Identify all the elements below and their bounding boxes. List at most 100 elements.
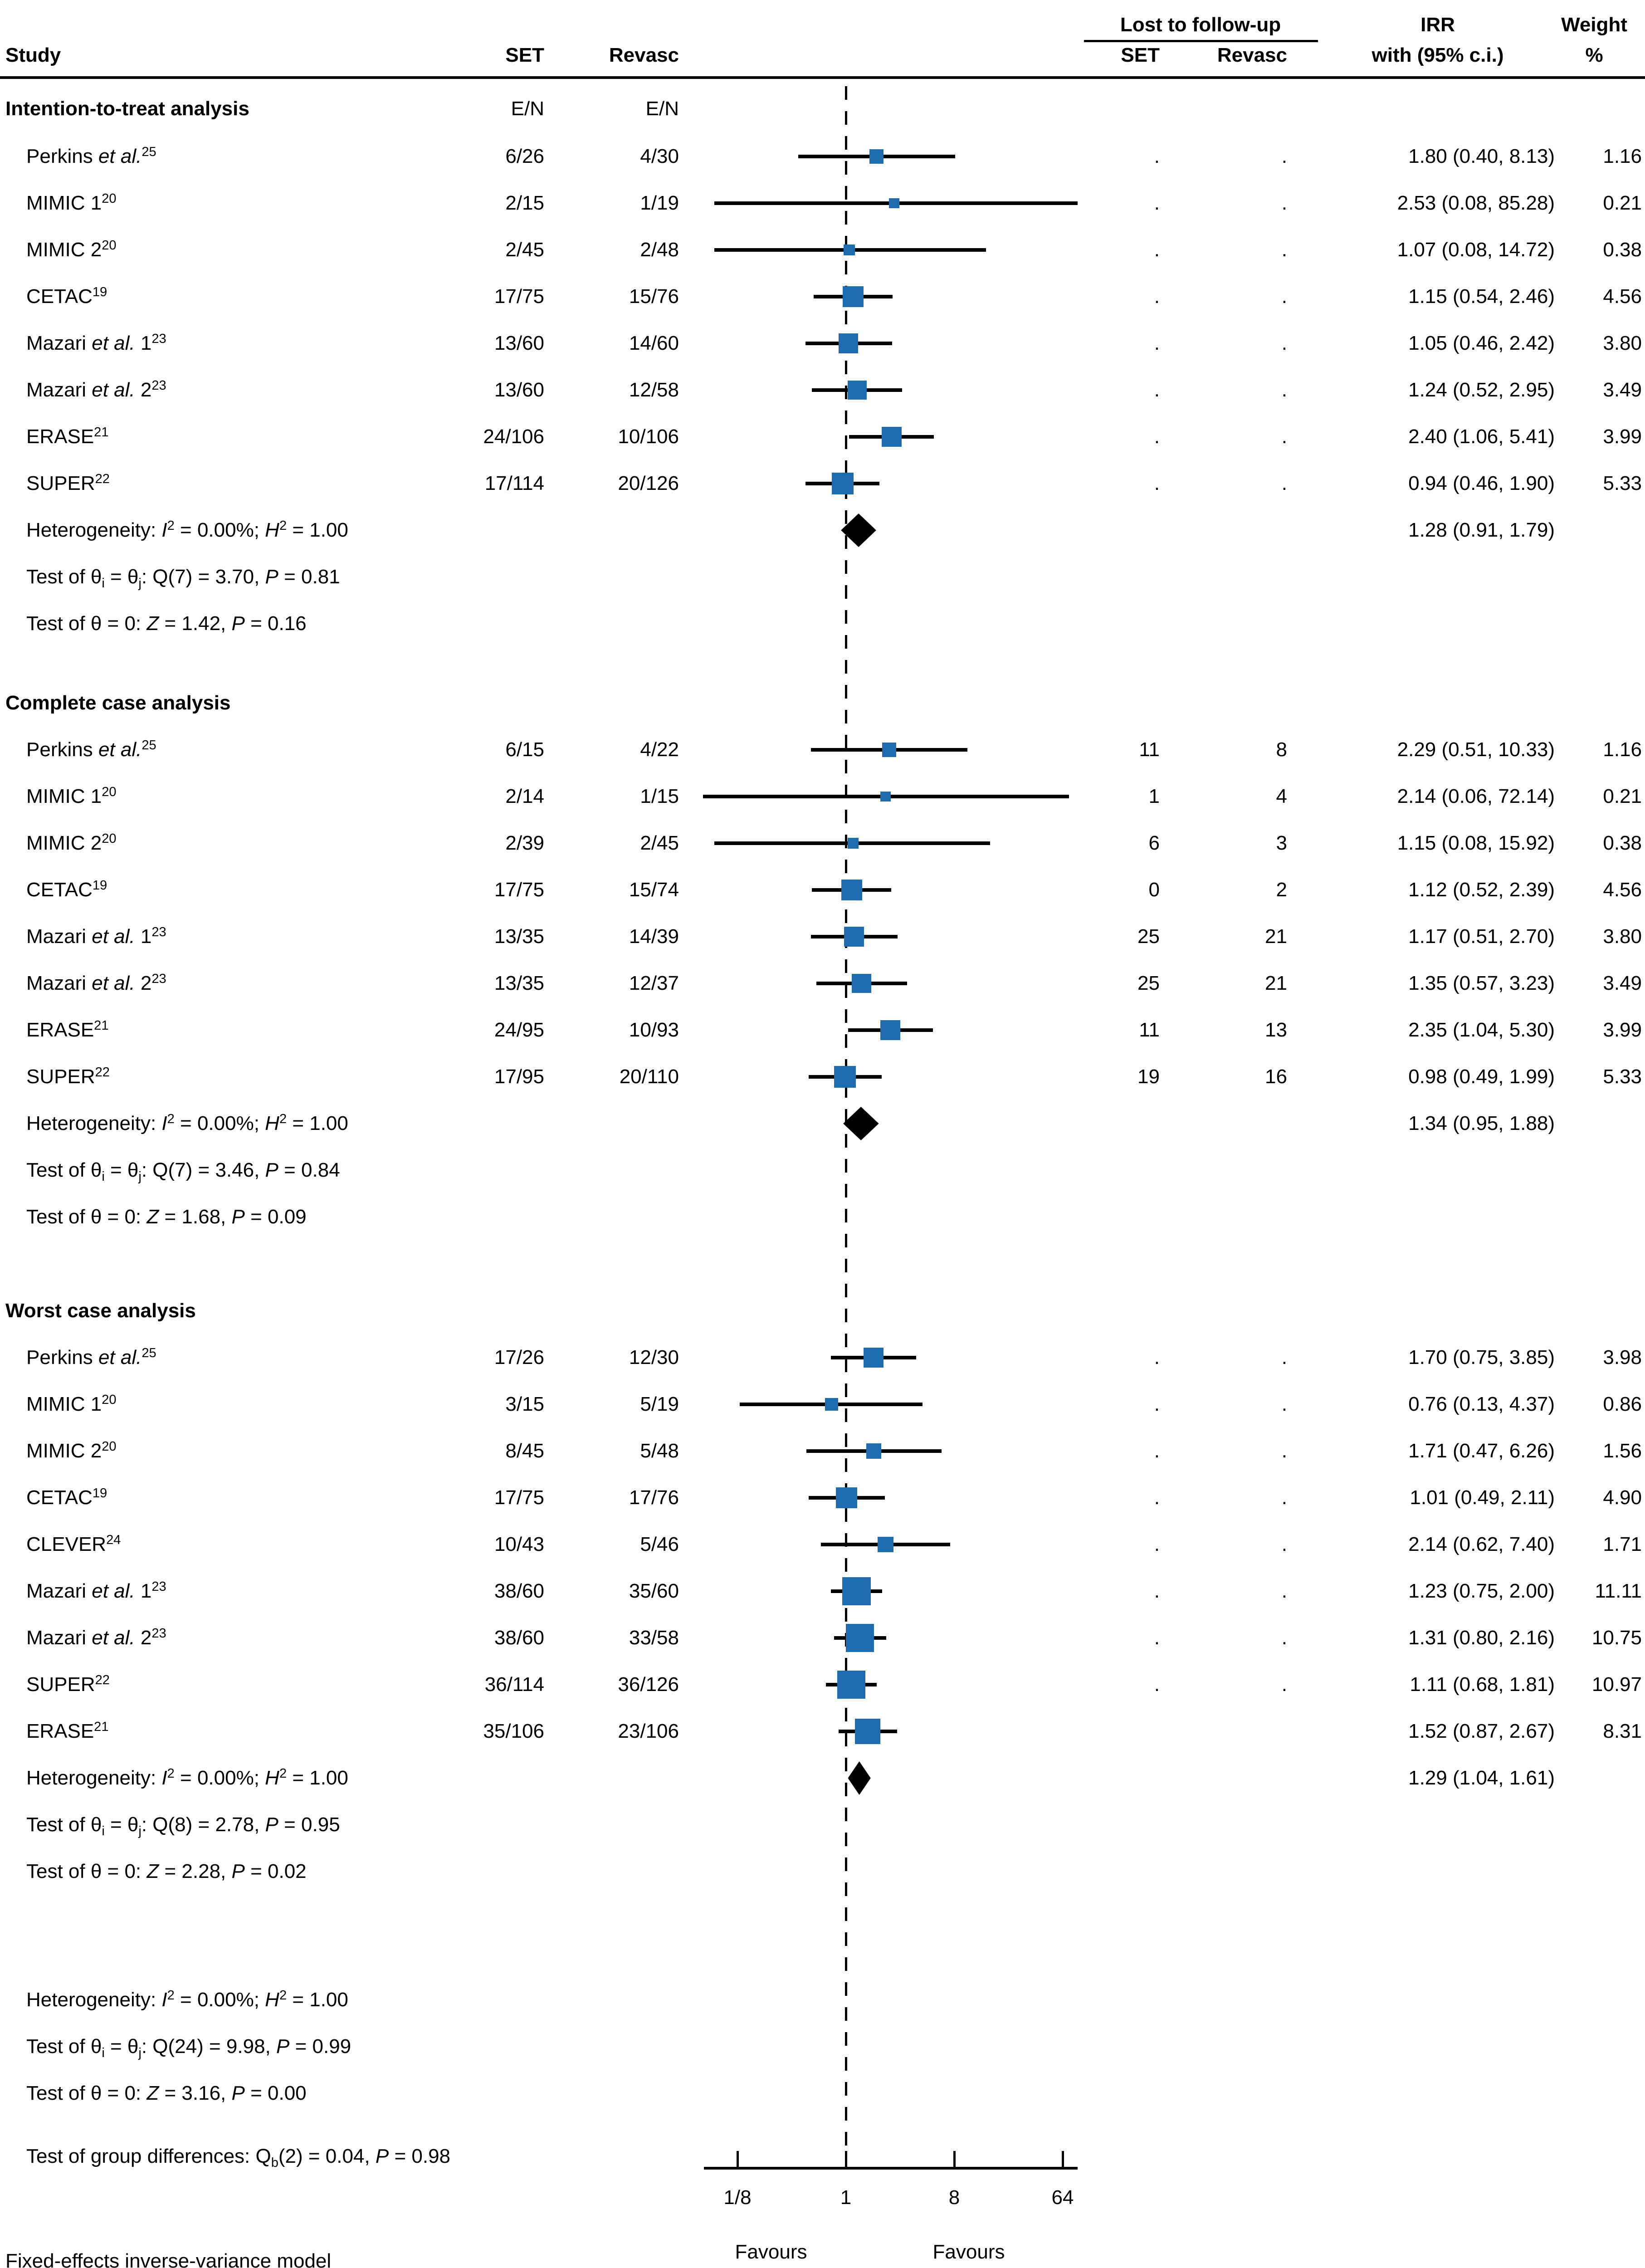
- study-label: ERASE21: [26, 425, 109, 448]
- ltfu-revasc-value: 4: [1276, 785, 1287, 807]
- section-title: Complete case analysis: [5, 692, 231, 714]
- study-label: MIMIC 220: [26, 831, 117, 854]
- ltfu-revasc-value: .: [1281, 1673, 1287, 1696]
- study-label: ERASE21: [26, 1018, 109, 1041]
- study-label: SUPER22: [26, 472, 110, 494]
- ltfu-set-value: 25: [1137, 972, 1160, 994]
- set-events: 13/35: [494, 972, 544, 994]
- column-header-ltfu-set: SET: [1121, 44, 1160, 66]
- ltfu-revasc-value: .: [1281, 1486, 1287, 1509]
- irr-ci-value: 2.53 (0.08, 85.28): [1397, 192, 1555, 214]
- irr-ci-value: 1.24 (0.52, 2.95): [1408, 379, 1555, 401]
- weight-value: 1.56: [1603, 1440, 1642, 1462]
- ltfu-revasc-value: .: [1281, 1627, 1287, 1649]
- lost-to-follow-up-underline: [1084, 40, 1318, 42]
- column-header-set: SET: [505, 44, 544, 66]
- effect-marker: [841, 880, 862, 900]
- weight-value: 0.86: [1603, 1393, 1642, 1415]
- ltfu-revasc-value: .: [1281, 332, 1287, 354]
- study-label: Mazari et al. 123: [26, 332, 166, 354]
- revasc-events: 5/46: [640, 1533, 679, 1555]
- x-axis-tick-label: 64: [1051, 2186, 1074, 2209]
- set-events: 36/114: [484, 1673, 544, 1696]
- irr-ci-value: 1.07 (0.08, 14.72): [1397, 239, 1555, 261]
- weight-value: 4.56: [1603, 879, 1642, 901]
- revasc-events: 12/30: [629, 1346, 679, 1369]
- irr-ci-value: 0.94 (0.46, 1.90): [1408, 472, 1555, 494]
- effect-marker: [878, 1536, 893, 1553]
- column-header-revasc: Revasc: [609, 44, 679, 66]
- study-label: Mazari et al. 123: [26, 925, 166, 948]
- ltfu-set-value: 19: [1137, 1066, 1160, 1088]
- irr-ci-value: 1.31 (0.80, 2.16): [1408, 1627, 1555, 1649]
- test-of-theta-zero: Test of θ = 0: Z = 1.42, P = 0.16: [26, 612, 307, 635]
- weight-value: 11.11: [1595, 1580, 1642, 1602]
- revasc-events: 2/48: [640, 239, 679, 261]
- revasc-events: 36/126: [618, 1673, 679, 1696]
- x-axis-tick: [737, 2151, 739, 2168]
- study-label: CETAC19: [26, 1486, 107, 1509]
- set-events: 17/75: [494, 285, 544, 308]
- set-events: 38/60: [494, 1627, 544, 1649]
- irr-ci-value: 1.01 (0.49, 2.11): [1410, 1486, 1555, 1509]
- study-label: Perkins et al.25: [26, 738, 156, 761]
- set-events: 17/75: [494, 1486, 544, 1509]
- ltfu-set-value: .: [1154, 1346, 1160, 1369]
- set-events: 24/95: [494, 1019, 544, 1041]
- revasc-events: 1/15: [640, 785, 679, 807]
- ltfu-revasc-value: .: [1281, 379, 1287, 401]
- weight-value: 3.98: [1603, 1346, 1642, 1369]
- revasc-events: 20/126: [618, 472, 679, 494]
- ltfu-set-value: 0: [1148, 879, 1160, 901]
- weight-value: 10.97: [1591, 1673, 1642, 1696]
- irr-ci-value: 1.52 (0.87, 2.67): [1408, 1720, 1555, 1742]
- study-label: Mazari et al. 223: [26, 378, 166, 401]
- effect-marker: [880, 1020, 901, 1040]
- overall-test-of-theta-ij: Test of θi = θj: Q(24) = 9.98, P = 0.99: [26, 2035, 351, 2060]
- set-events: 2/45: [505, 239, 544, 261]
- revasc-events: 33/58: [629, 1627, 679, 1649]
- ltfu-revasc-value: .: [1281, 472, 1287, 494]
- set-events: 6/15: [505, 738, 544, 761]
- summary-irr-value: 1.28 (0.91, 1.79): [1408, 519, 1555, 541]
- favours-left-label: Favours: [735, 2241, 807, 2263]
- reference-line: [845, 86, 847, 2168]
- revasc-events: 1/19: [640, 192, 679, 214]
- irr-ci-value: 2.35 (1.04, 5.30): [1408, 1019, 1555, 1041]
- effect-marker: [854, 1718, 881, 1745]
- study-label: Perkins et al.25: [26, 145, 156, 167]
- irr-ci-value: 1.17 (0.51, 2.70): [1408, 925, 1555, 948]
- ltfu-revasc-value: .: [1281, 145, 1287, 167]
- ltfu-set-value: .: [1154, 379, 1160, 401]
- heterogeneity-note: Heterogeneity: I2 = 0.00%; H2 = 1.00: [26, 1766, 348, 1789]
- effect-marker: [844, 244, 855, 256]
- ltfu-revasc-value: .: [1281, 285, 1287, 308]
- ltfu-revasc-value: 3: [1276, 832, 1287, 854]
- model-note: Fixed-effects inverse-variance model: [5, 2250, 332, 2268]
- test-of-theta-ij: Test of θi = θj: Q(7) = 3.70, P = 0.81: [26, 566, 340, 591]
- revasc-events: 12/58: [629, 379, 679, 401]
- set-events: 38/60: [494, 1580, 544, 1602]
- revasc-events: 14/39: [629, 925, 679, 948]
- column-header-ltfu-revasc: Revasc: [1217, 44, 1287, 66]
- x-axis-tick: [845, 2151, 847, 2168]
- weight-value: 0.21: [1603, 192, 1642, 214]
- revasc-events: 5/19: [640, 1393, 679, 1415]
- effect-marker: [842, 1577, 871, 1606]
- set-events: 17/26: [494, 1346, 544, 1369]
- ltfu-set-value: 1: [1148, 785, 1160, 807]
- revasc-events: 14/60: [629, 332, 679, 354]
- set-events: 2/15: [505, 192, 544, 214]
- revasc-events: 4/22: [640, 738, 679, 761]
- ltfu-set-value: .: [1154, 332, 1160, 354]
- x-axis-tick: [953, 2151, 956, 2168]
- irr-ci-value: 1.70 (0.75, 3.85): [1408, 1346, 1555, 1369]
- effect-marker: [834, 1066, 856, 1088]
- study-label: MIMIC 120: [26, 191, 117, 214]
- ltfu-set-value: .: [1154, 145, 1160, 167]
- header-rule: [0, 76, 1645, 79]
- irr-ci-value: 2.40 (1.06, 5.41): [1408, 425, 1555, 448]
- ltfu-revasc-value: .: [1281, 1393, 1287, 1415]
- study-label: Perkins et al.25: [26, 1346, 156, 1369]
- effect-marker: [847, 837, 859, 849]
